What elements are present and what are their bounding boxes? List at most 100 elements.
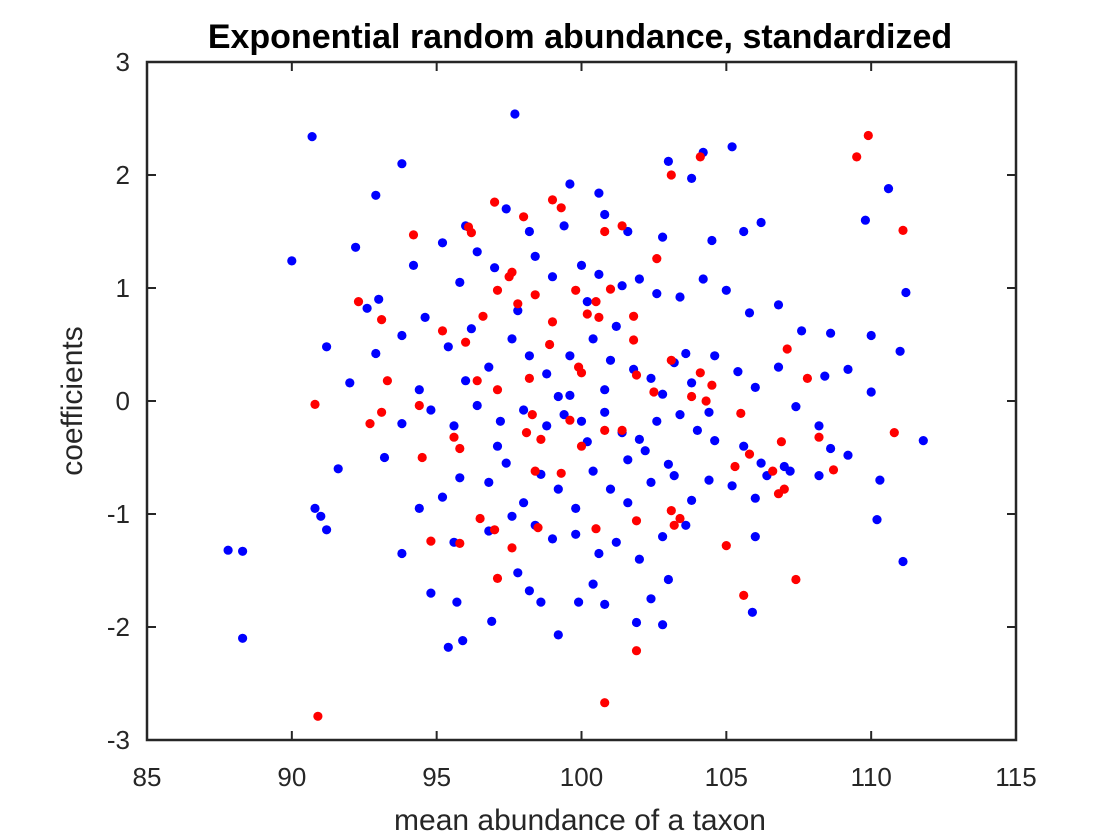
data-point bbox=[652, 416, 662, 426]
data-point bbox=[542, 421, 552, 431]
data-point bbox=[727, 142, 737, 152]
data-point bbox=[634, 274, 645, 284]
data-point bbox=[605, 284, 616, 294]
data-point bbox=[617, 425, 627, 435]
data-point bbox=[492, 441, 503, 451]
data-point bbox=[501, 458, 511, 468]
data-point bbox=[866, 330, 876, 341]
data-point bbox=[710, 351, 720, 361]
data-point bbox=[371, 348, 381, 359]
data-point bbox=[455, 538, 465, 549]
data-point bbox=[414, 385, 424, 395]
x-tick-label: 95 bbox=[422, 762, 451, 792]
data-point bbox=[828, 465, 839, 475]
data-point bbox=[345, 378, 355, 388]
data-point bbox=[695, 152, 705, 162]
data-point bbox=[466, 228, 476, 238]
data-point bbox=[513, 306, 523, 316]
data-point bbox=[600, 599, 610, 610]
chart-title: Exponential random abundance, standardiz… bbox=[208, 18, 952, 56]
data-point bbox=[750, 382, 760, 392]
data-point bbox=[533, 523, 543, 533]
data-point bbox=[675, 513, 685, 524]
data-point bbox=[547, 272, 558, 282]
data-point bbox=[313, 711, 323, 721]
data-point bbox=[461, 376, 471, 386]
data-point bbox=[687, 173, 697, 183]
data-point bbox=[452, 597, 462, 607]
data-point bbox=[437, 492, 448, 502]
data-point bbox=[698, 274, 708, 284]
data-point bbox=[576, 368, 587, 378]
data-point bbox=[365, 419, 375, 429]
data-point bbox=[666, 355, 676, 365]
data-point bbox=[663, 459, 674, 469]
data-point bbox=[461, 337, 471, 347]
data-point bbox=[576, 416, 587, 426]
x-axis-label: mean abundance of a taxon bbox=[394, 804, 766, 837]
data-point bbox=[652, 254, 662, 264]
data-point bbox=[536, 434, 546, 444]
data-point bbox=[437, 238, 448, 248]
data-point bbox=[524, 373, 535, 383]
data-point bbox=[449, 432, 459, 442]
data-point bbox=[631, 516, 642, 526]
data-point bbox=[507, 543, 517, 553]
data-point bbox=[507, 511, 517, 521]
data-point bbox=[687, 495, 697, 505]
data-point bbox=[744, 449, 755, 459]
data-point bbox=[478, 311, 488, 321]
data-point bbox=[658, 532, 668, 542]
data-point bbox=[492, 285, 503, 295]
data-point bbox=[426, 588, 436, 598]
data-point bbox=[666, 170, 676, 180]
data-point bbox=[501, 204, 511, 214]
data-point bbox=[889, 428, 899, 438]
data-point bbox=[721, 285, 731, 295]
x-tick-label: 90 bbox=[277, 762, 306, 792]
data-point bbox=[617, 221, 627, 231]
data-point bbox=[681, 348, 691, 359]
y-tick-label: -1 bbox=[107, 499, 130, 529]
data-point bbox=[623, 455, 633, 465]
data-point bbox=[524, 351, 535, 361]
data-point bbox=[287, 256, 297, 266]
data-point bbox=[553, 484, 563, 494]
data-point bbox=[721, 541, 731, 551]
data-point bbox=[565, 179, 575, 189]
data-point bbox=[898, 556, 908, 567]
data-point bbox=[559, 410, 569, 420]
data-point bbox=[574, 597, 584, 607]
data-point bbox=[646, 477, 656, 487]
data-point bbox=[773, 300, 784, 310]
data-point bbox=[455, 443, 465, 454]
data-point bbox=[736, 408, 746, 418]
data-point bbox=[872, 515, 882, 525]
y-tick-label: 0 bbox=[116, 386, 130, 416]
data-point bbox=[510, 109, 520, 119]
data-point bbox=[307, 132, 317, 142]
data-point bbox=[466, 324, 476, 334]
y-tick-label: -2 bbox=[107, 612, 130, 642]
data-point bbox=[238, 546, 248, 556]
data-point bbox=[397, 159, 407, 169]
data-point bbox=[492, 385, 503, 395]
data-point bbox=[513, 568, 523, 578]
data-point bbox=[901, 287, 911, 298]
data-point bbox=[600, 385, 610, 395]
data-point bbox=[617, 281, 627, 291]
data-point bbox=[600, 226, 610, 237]
data-point bbox=[530, 251, 540, 261]
data-point bbox=[605, 484, 616, 494]
y-tick-label: 2 bbox=[116, 160, 130, 190]
data-point bbox=[322, 525, 332, 535]
data-point bbox=[594, 188, 604, 198]
data-point bbox=[739, 226, 749, 237]
data-point bbox=[490, 525, 500, 535]
data-point bbox=[420, 312, 430, 322]
data-point bbox=[576, 441, 587, 451]
data-point bbox=[918, 436, 928, 446]
data-point bbox=[594, 269, 604, 279]
data-point bbox=[542, 369, 552, 379]
